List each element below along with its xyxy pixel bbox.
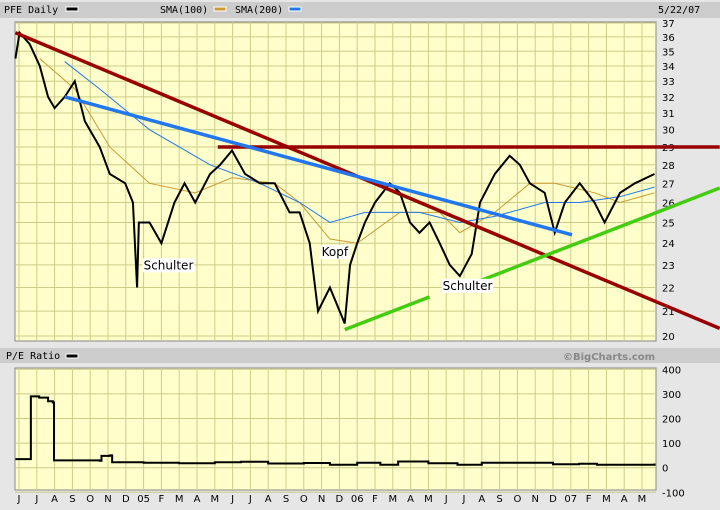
pe-plot-area <box>14 367 657 491</box>
y-tick-label: 21 <box>662 307 675 318</box>
x-tick-label: M <box>388 494 397 505</box>
x-tick-label: A <box>194 494 201 505</box>
copyright: ©BigCharts.com <box>563 352 655 363</box>
x-tick-label: M <box>602 494 611 505</box>
x-tick-label: N <box>318 494 325 505</box>
price-line <box>14 30 655 324</box>
x-tick-label: M <box>424 494 433 505</box>
sma200-line <box>64 61 655 224</box>
y-tick-label: 23 <box>662 261 675 272</box>
x-tick-label: D <box>549 494 557 505</box>
pe-y-tick-label: -100 <box>662 488 685 499</box>
x-tick-label: 06 <box>351 494 364 505</box>
y-tick-label: 33 <box>662 77 675 88</box>
header-bar <box>0 2 720 18</box>
x-tick-label: 07 <box>564 494 577 505</box>
annotation-label: Schulter <box>144 258 194 272</box>
sma100-legend-swatch <box>213 6 227 12</box>
y-tick-label: 30 <box>662 126 675 137</box>
price-plot-area <box>14 21 657 342</box>
x-tick-label: M <box>210 494 219 505</box>
x-tick-label: D <box>336 494 344 505</box>
x-tick-label: A <box>478 494 485 505</box>
x-tick-label: F <box>159 494 165 505</box>
x-tick-label: F <box>586 494 592 505</box>
x-tick-label: A <box>265 494 272 505</box>
x-tick-label: F <box>372 494 378 505</box>
x-tick-label: M <box>638 494 647 505</box>
trendline-green <box>474 186 720 285</box>
date-label: 5/22/07 <box>658 5 700 16</box>
price-legend-swatch <box>65 6 79 12</box>
pe-y-tick-label: 300 <box>662 390 681 401</box>
x-tick-label: O <box>513 494 521 505</box>
symbol-label: PFE Daily <box>4 5 58 16</box>
x-tick-label: A <box>621 494 628 505</box>
x-tick-label: S <box>283 494 289 505</box>
y-tick-label: 22 <box>662 284 675 295</box>
y-tick-label: 26 <box>662 199 675 210</box>
y-tick-label: 28 <box>662 161 675 172</box>
pe-y-tick-label: 200 <box>662 415 681 426</box>
y-tick-label: 35 <box>662 47 675 58</box>
x-tick-label: M <box>175 494 184 505</box>
x-tick-label: N <box>531 494 538 505</box>
annotation-label: Kopf <box>322 245 349 259</box>
y-tick-label: 25 <box>662 218 675 229</box>
y-tick-label: 32 <box>662 93 675 104</box>
annotation-bg <box>320 245 350 260</box>
x-tick-label: J <box>444 494 448 505</box>
trendline-blue <box>64 95 573 237</box>
pe-y-tick-label: 100 <box>662 439 681 450</box>
y-tick-label: 24 <box>662 239 675 250</box>
pe-y-tick-label: 400 <box>662 365 681 376</box>
pe-y-tick-label: 0 <box>662 464 668 475</box>
annotation-bg <box>441 278 494 293</box>
pe-ratio-line <box>15 395 656 466</box>
y-tick-label: 20 <box>662 332 675 343</box>
y-tick-label: 36 <box>662 33 675 44</box>
x-tick-label: O <box>86 494 94 505</box>
x-tick-label: J <box>230 494 234 505</box>
annotation-label: Schulter <box>443 279 493 293</box>
y-tick-label: 27 <box>662 179 675 190</box>
x-tick-label: A <box>407 494 414 505</box>
trendline-green <box>344 295 431 332</box>
x-tick-label: S <box>69 494 75 505</box>
x-tick-label: N <box>104 494 111 505</box>
y-tick-label: 31 <box>662 109 675 120</box>
y-tick-label: 37 <box>662 19 675 30</box>
y-tick-label: 34 <box>662 62 675 73</box>
pe-legend-swatch <box>65 353 79 359</box>
x-tick-label: J <box>34 494 38 505</box>
lower-header-bar <box>0 348 720 363</box>
x-tick-label: A <box>51 494 58 505</box>
sma100-label: SMA(100) <box>160 5 208 16</box>
x-tick-label: S <box>496 494 502 505</box>
sma200-label: SMA(200) <box>235 5 283 16</box>
pe-label: P/E Ratio <box>6 351 60 362</box>
annotation-bg <box>142 258 195 273</box>
x-tick-label: D <box>122 494 130 505</box>
sma200-legend-swatch <box>288 6 302 12</box>
x-tick-label: O <box>300 494 308 505</box>
x-tick-label: J <box>248 494 252 505</box>
x-tick-label: 05 <box>137 494 150 505</box>
x-tick-label: J <box>462 494 466 505</box>
x-tick-label: J <box>17 494 21 505</box>
